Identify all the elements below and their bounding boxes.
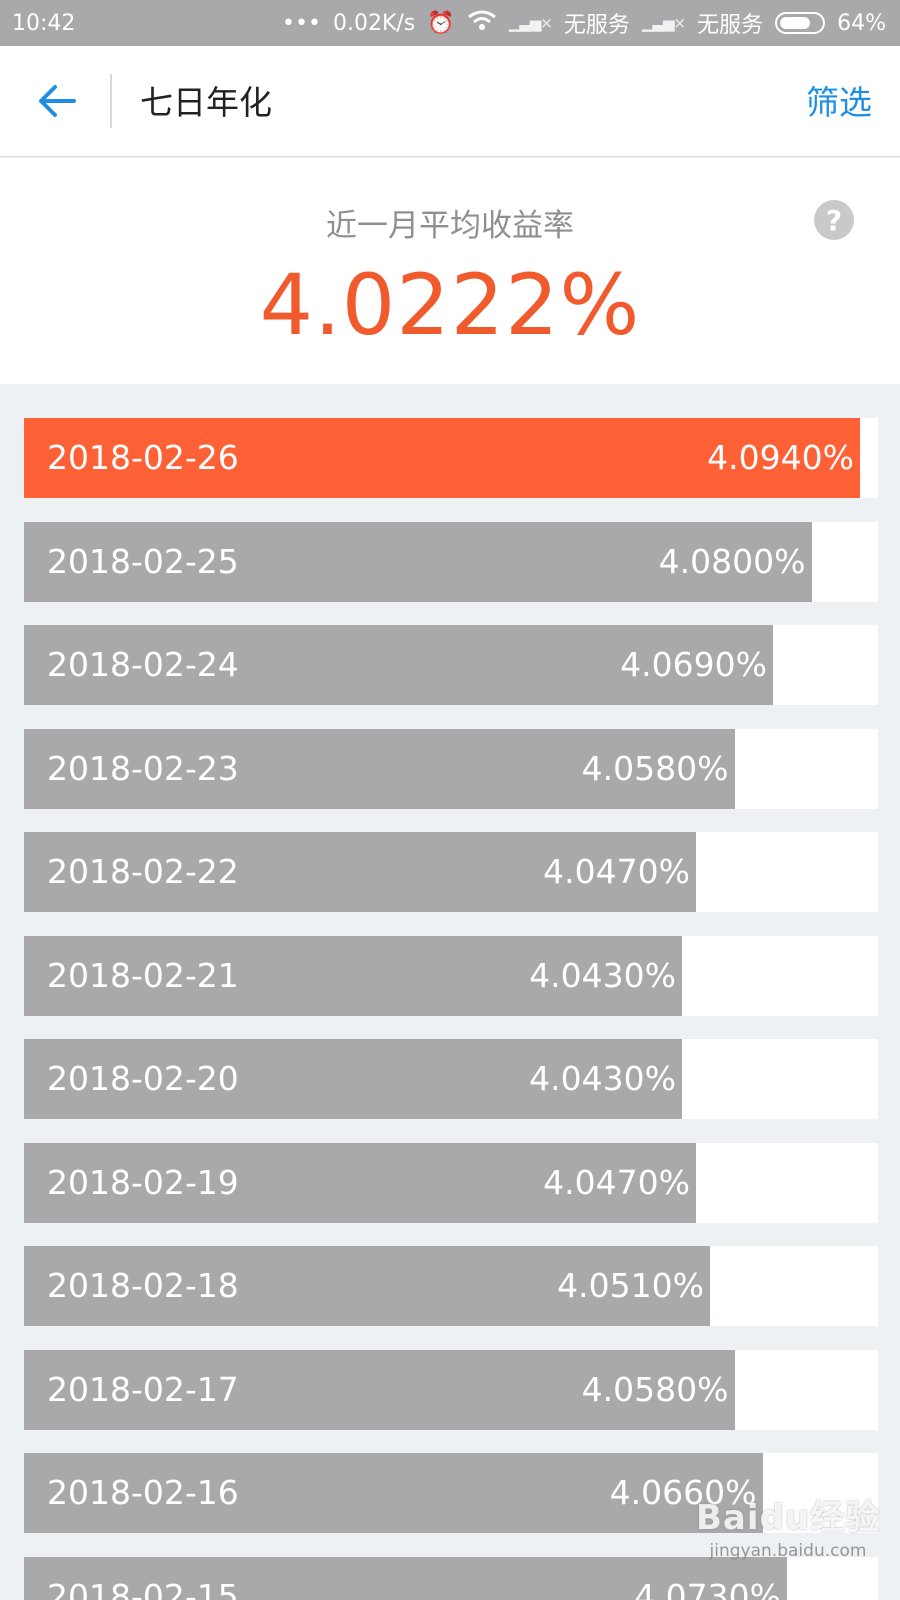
rate-value: 4.0510% — [557, 1266, 704, 1305]
average-yield-value: 4.0222% — [259, 256, 641, 354]
rate-value: 4.0430% — [529, 955, 676, 995]
rate-date: 2018-02-17 — [47, 1369, 239, 1409]
rate-row[interactable]: 2018-02-15 4.0730% — [24, 1556, 878, 1600]
rate-row[interactable]: 2018-02-24 4.0690% — [24, 625, 878, 705]
rate-row[interactable]: 2018-02-25 4.0800% — [24, 521, 878, 602]
signal-icon: ▁▃▅× — [508, 14, 553, 32]
rate-value: 4.0730% — [634, 1576, 781, 1600]
rate-date: 2018-02-24 — [47, 645, 239, 684]
rate-value: 4.0940% — [707, 438, 854, 477]
rate-row[interactable]: 2018-02-26 4.0940% — [24, 418, 878, 498]
more-dots-icon: ••• — [282, 10, 321, 36]
rate-value: 4.0800% — [658, 541, 806, 581]
rate-date: 2018-02-25 — [47, 541, 239, 581]
summary-label: 近一月平均收益率 — [326, 208, 574, 244]
rate-bar — [24, 418, 860, 498]
rate-bar — [24, 728, 735, 809]
rate-value: 4.0690% — [620, 645, 767, 684]
app-header: 七日年化 筛选 — [0, 46, 900, 157]
rate-bar — [24, 1556, 787, 1600]
rate-row[interactable]: 2018-02-23 4.0580% — [24, 728, 878, 809]
signal-icon-2: ▁▃▅× — [641, 14, 686, 32]
rate-bar — [24, 1453, 763, 1533]
rate-bar — [24, 1142, 696, 1223]
summary-panel: 近一月平均收益率 ? 4.0222% — [0, 158, 900, 384]
rate-value: 4.0470% — [543, 1162, 690, 1202]
rate-date: 2018-02-26 — [47, 438, 239, 477]
rate-row[interactable]: 2018-02-17 4.0580% — [24, 1349, 878, 1430]
back-button[interactable] — [30, 74, 84, 128]
rate-bar — [24, 625, 773, 705]
battery-icon — [775, 12, 826, 34]
rate-date: 2018-02-20 — [47, 1059, 239, 1098]
header-divider — [110, 74, 112, 128]
rate-bar — [24, 521, 812, 602]
rate-bar — [24, 1349, 735, 1430]
back-arrow-icon — [39, 85, 76, 117]
rate-row[interactable]: 2018-02-20 4.0430% — [24, 1039, 878, 1119]
rate-date: 2018-02-19 — [47, 1162, 239, 1202]
rate-row[interactable]: 2018-02-21 4.0430% — [24, 935, 878, 1016]
rate-bar — [24, 935, 682, 1016]
rate-value: 4.0470% — [543, 852, 690, 891]
rate-list: 2018-02-26 4.0940% 2018-02-25 4.0800% 2018-0… — [24, 418, 878, 1600]
status-time: 10:42 — [12, 10, 76, 36]
rate-date: 2018-02-15 — [47, 1576, 239, 1600]
network-speed: 0.02K/s — [332, 10, 416, 36]
rate-date: 2018-02-16 — [47, 1473, 239, 1512]
wifi-icon — [467, 9, 497, 37]
status-bar: 10:42 ••• 0.02K/s ⏰ ▁▃▅× 无服务 ▁▃▅× 无服务 64… — [0, 0, 900, 46]
rate-date: 2018-02-21 — [47, 955, 239, 995]
rate-value: 4.0660% — [609, 1473, 757, 1512]
rate-date: 2018-02-22 — [47, 852, 239, 891]
rate-bar — [24, 1246, 710, 1326]
rate-bar — [24, 832, 696, 912]
rate-row[interactable]: 2018-02-16 4.0660% — [24, 1453, 878, 1533]
rate-bar — [24, 1039, 682, 1119]
rate-value: 4.0580% — [581, 1369, 729, 1409]
page-title: 七日年化 — [140, 83, 272, 122]
rate-value: 4.0430% — [529, 1059, 676, 1098]
rate-row[interactable]: 2018-02-22 4.0470% — [24, 832, 878, 912]
rate-date: 2018-02-18 — [47, 1266, 239, 1305]
rate-row[interactable]: 2018-02-19 4.0470% — [24, 1142, 878, 1223]
rate-value: 4.0580% — [581, 748, 729, 788]
alarm-icon: ⏰ — [427, 10, 455, 36]
rate-date: 2018-02-23 — [47, 748, 239, 788]
carrier-label-1: 无服务 — [563, 13, 630, 38]
help-icon[interactable]: ? — [814, 200, 854, 240]
filter-button[interactable]: 筛选 — [806, 83, 872, 122]
carrier-label-2: 无服务 — [697, 13, 764, 38]
battery-percent: 64% — [837, 10, 886, 36]
status-indicators: ••• 0.02K/s ⏰ ▁▃▅× 无服务 ▁▃▅× 无服务 64% — [282, 7, 886, 39]
rate-row[interactable]: 2018-02-18 4.0510% — [24, 1246, 878, 1326]
